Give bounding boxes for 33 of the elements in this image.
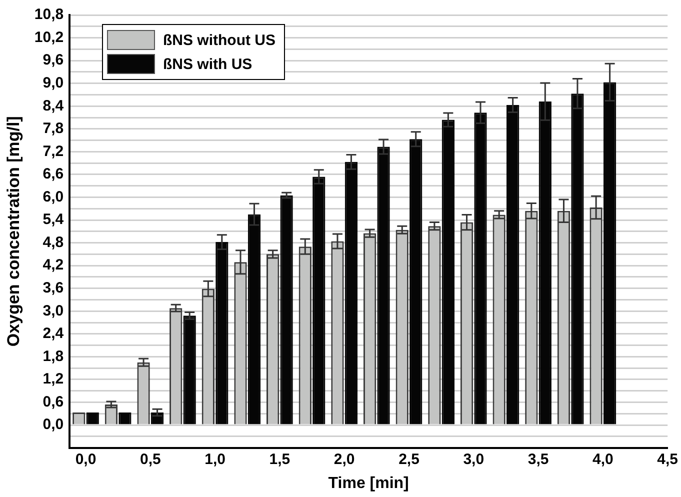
x-tick-label: 1,5: [269, 450, 290, 468]
y-tick-label: 0,0: [42, 416, 64, 434]
y-tick-label: 7,2: [42, 142, 64, 160]
y-tick-label: 1,8: [42, 348, 64, 365]
legend-label: ßNS with US: [163, 56, 252, 72]
x-tick-label: 3,5: [528, 450, 549, 468]
y-tick-label: 5,4: [42, 211, 64, 228]
y-tick-label: 9,6: [42, 52, 64, 69]
legend-label: ßNS without US: [163, 32, 276, 48]
x-tick-label: 0,5: [140, 450, 161, 468]
y-tick-label: 2,4: [42, 325, 64, 342]
y-tick-label: 0,6: [42, 393, 64, 410]
x-tick-label: 2,5: [398, 450, 420, 468]
y-tick-label: 6,0: [42, 188, 64, 206]
y-tick-label: 10,8: [34, 6, 64, 24]
y-tick-label: 4,2: [42, 256, 64, 274]
y-tick-label: 4,8: [42, 234, 64, 251]
x-tick-label: 0,0: [75, 450, 96, 468]
y-tick-label: 1,2: [42, 370, 64, 388]
x-tick-label: 4,0: [592, 450, 614, 468]
y-axis-title: Oxygen concentration [mg/l]: [4, 116, 23, 347]
y-tick-label: 7,8: [42, 120, 64, 138]
x-tick-label: 1,0: [204, 450, 226, 468]
y-tick-label: 8,4: [42, 97, 64, 114]
y-tick-label: 9,0: [42, 74, 64, 92]
y-tick-label: 10,2: [34, 28, 64, 46]
y-tick-label: 6,6: [42, 166, 64, 183]
x-tick-label: 2,0: [334, 450, 355, 468]
x-axis-title: Time [min]: [328, 474, 409, 492]
y-tick-label: 3,0: [42, 302, 64, 320]
x-tick-label: 4,5: [657, 450, 678, 468]
y-tick-label: 3,6: [42, 279, 64, 296]
x-tick-label: 3,0: [463, 450, 484, 468]
